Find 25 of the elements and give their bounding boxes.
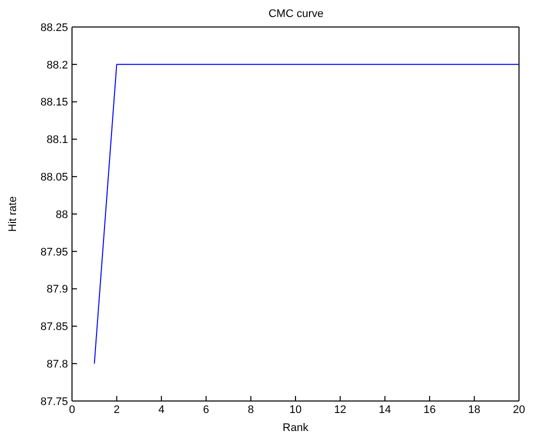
x-tick-label: 10 <box>289 404 302 416</box>
y-tick-label: 87.95 <box>40 246 68 258</box>
y-tick-label: 88 <box>56 208 68 221</box>
x-tick-label: 2 <box>114 404 120 416</box>
chart-title: CMC curve <box>267 8 324 20</box>
y-tick-label: 88.25 <box>40 22 68 34</box>
x-tick-label: 4 <box>158 404 164 416</box>
x-tick-label: 14 <box>378 404 392 416</box>
y-tick-label: 88.1 <box>46 134 68 146</box>
y-tick-label: 87.85 <box>40 321 68 334</box>
y-tick-label: 88.2 <box>46 59 68 72</box>
x-tick-label: 0 <box>68 404 76 416</box>
x-tick-label: 18 <box>468 404 480 416</box>
x-tick-label: 6 <box>203 404 210 416</box>
x-tick-label: 20 <box>512 404 526 416</box>
y-tick-label: 87.9 <box>46 284 68 296</box>
x-axis-title: Rank <box>282 422 309 434</box>
x-tick-label: 8 <box>248 404 254 416</box>
y-tick-label: 88.05 <box>40 172 68 184</box>
y-tick-label: 87.75 <box>40 396 68 408</box>
y-axis-title: Hit rate <box>6 196 19 232</box>
x-tick-label: 16 <box>423 404 436 416</box>
y-tick-label: 87.8 <box>46 358 68 371</box>
x-tick-label: 12 <box>334 404 346 416</box>
y-tick-label: 88.15 <box>40 96 68 109</box>
